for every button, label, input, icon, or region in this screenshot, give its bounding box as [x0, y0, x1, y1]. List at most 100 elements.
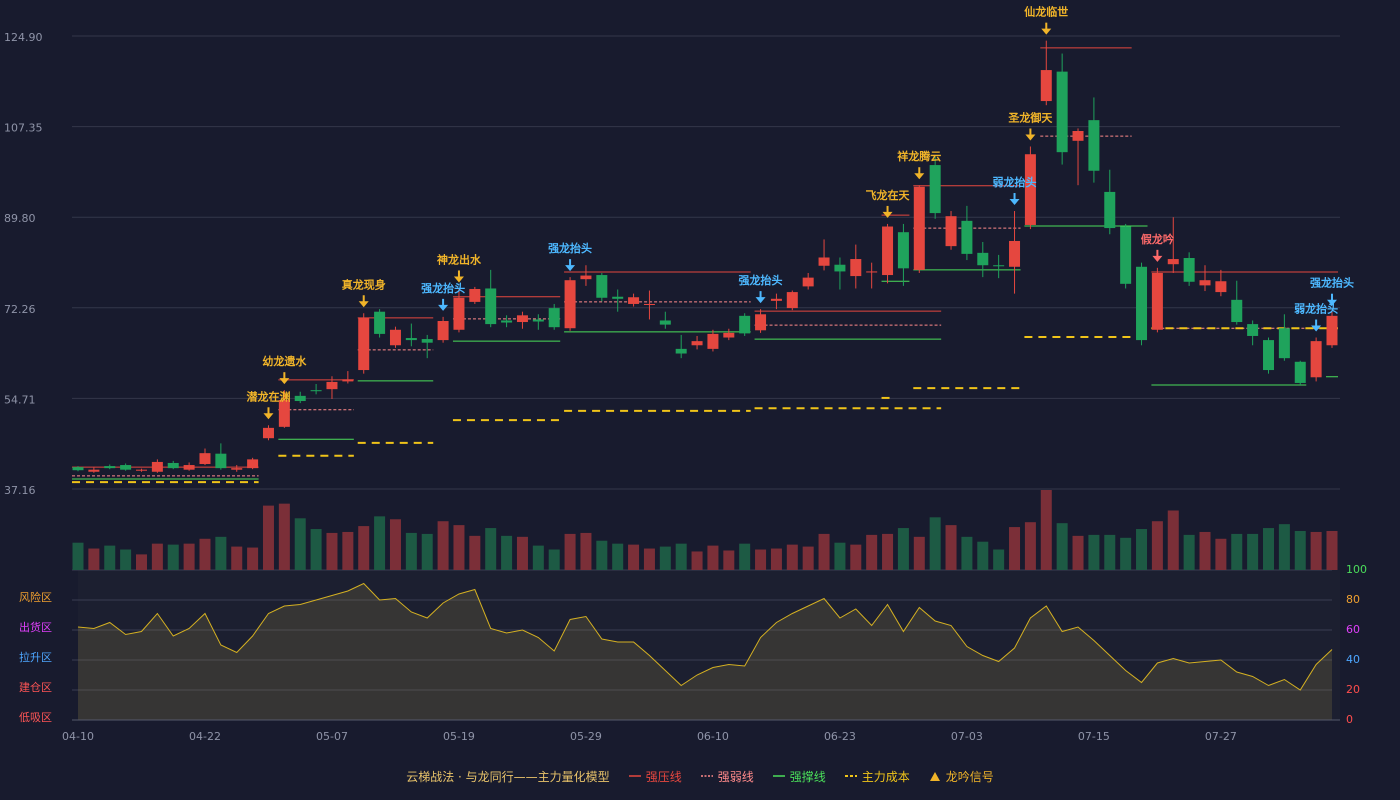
- signal-label: 弱龙抬头: [1294, 302, 1338, 316]
- volume-bar: [215, 536, 227, 570]
- volume-bar: [294, 518, 306, 570]
- candle-body: [1263, 340, 1275, 371]
- candle-body: [1183, 258, 1195, 282]
- volume-bar: [707, 545, 719, 570]
- volume-bar: [897, 528, 909, 570]
- volume-bar: [421, 533, 433, 570]
- volume-bar: [1310, 531, 1322, 570]
- candle-body: [294, 395, 306, 402]
- candle-body: [913, 186, 925, 270]
- candle-body: [866, 271, 878, 273]
- volume-bar: [151, 543, 163, 570]
- volume-bar: [1104, 534, 1116, 570]
- volume-bar: [628, 544, 640, 570]
- volume-bar: [104, 545, 116, 570]
- x-tick-label: 05-29: [570, 730, 602, 743]
- candle-body: [389, 329, 401, 346]
- oscillator-background: [78, 570, 1340, 720]
- volume-bar: [1088, 534, 1100, 570]
- volume-bar: [1278, 524, 1290, 570]
- candle-body: [421, 339, 433, 343]
- volume-bar: [88, 548, 100, 570]
- candle-body: [1072, 130, 1084, 141]
- legend-swatch: [628, 775, 641, 777]
- volume-bar: [278, 503, 290, 570]
- candle-body: [770, 298, 782, 301]
- volume-bar: [1263, 528, 1275, 570]
- candle-body: [1056, 71, 1068, 153]
- y-tick-label: 37.16: [4, 484, 36, 497]
- signal-arrow: [263, 413, 274, 420]
- signal-label: 假龙吟: [1141, 232, 1174, 246]
- volume-bar: [437, 521, 449, 570]
- volume-bar: [501, 535, 513, 570]
- y-tick-label: 54.71: [4, 393, 36, 406]
- volume-bar: [1136, 529, 1148, 570]
- legend-swatch: [844, 775, 857, 777]
- volume-bar: [675, 543, 687, 570]
- candle-body: [882, 226, 894, 276]
- x-tick-label: 07-03: [951, 730, 983, 743]
- y-tick-label: 20: [1346, 683, 1360, 696]
- candle-body: [786, 292, 798, 309]
- y-tick-label: 40: [1346, 653, 1360, 666]
- x-tick-label: 06-23: [824, 730, 856, 743]
- zone-label: 低吸区: [19, 711, 52, 724]
- volume-bar: [405, 532, 417, 570]
- volume-bar: [485, 528, 497, 570]
- candle-body: [675, 348, 687, 354]
- x-tick-label: 05-07: [316, 730, 348, 743]
- y-tick-label: 100: [1346, 563, 1367, 576]
- volume-bar: [516, 536, 528, 570]
- candle-body: [374, 311, 386, 334]
- candle-body: [659, 320, 671, 325]
- y-tick-label: 0: [1346, 713, 1353, 726]
- volume-bar: [818, 533, 830, 570]
- candle-body: [278, 399, 290, 427]
- volume-bar: [1009, 527, 1021, 570]
- signal-label: 强龙抬头: [1310, 276, 1354, 290]
- volume-bar: [532, 545, 544, 570]
- volume-bar: [882, 533, 894, 570]
- candle-body: [104, 466, 116, 469]
- candle-body: [897, 232, 909, 269]
- legend-swatch: [700, 775, 713, 777]
- y-tick-label: 124.90: [4, 31, 43, 44]
- x-tick-label: 04-22: [189, 730, 221, 743]
- legend-swatch: [929, 772, 940, 781]
- candle-body: [262, 427, 274, 439]
- candle-body: [1310, 341, 1322, 378]
- candle-body: [88, 469, 100, 472]
- volume-bar: [612, 543, 624, 570]
- candle-body: [120, 465, 132, 470]
- volume-bar: [1215, 538, 1227, 570]
- candle-body: [723, 332, 735, 338]
- volume-bar: [564, 533, 576, 570]
- legend-item: 强弱线: [700, 768, 754, 785]
- volume-bar: [802, 546, 814, 570]
- volume-bar: [310, 529, 322, 570]
- zone-label: 风险区: [19, 590, 52, 604]
- legend-text: 主力成本: [861, 769, 910, 784]
- volume-bar: [1151, 521, 1163, 570]
- legend-item: 强压线: [628, 768, 682, 785]
- signal-arrow: [1311, 325, 1322, 332]
- candle-body: [151, 461, 163, 472]
- volume-bar: [199, 538, 211, 570]
- candle-body: [1231, 299, 1243, 323]
- y-tick-label: 107.35: [4, 122, 43, 135]
- legend-triangle: [929, 772, 940, 781]
- candle-body: [707, 333, 719, 349]
- signal-label: 幼龙遗水: [262, 354, 307, 368]
- volume-bar: [453, 525, 465, 570]
- signal-label: 弱龙抬头: [993, 175, 1037, 189]
- volume-bar: [1326, 530, 1338, 570]
- signal-label: 仙龙临世: [1024, 5, 1068, 19]
- candle-body: [342, 379, 354, 382]
- signal-arrow: [1025, 134, 1036, 141]
- signal-label: 真龙现身: [342, 277, 386, 291]
- volume-bar: [929, 517, 941, 570]
